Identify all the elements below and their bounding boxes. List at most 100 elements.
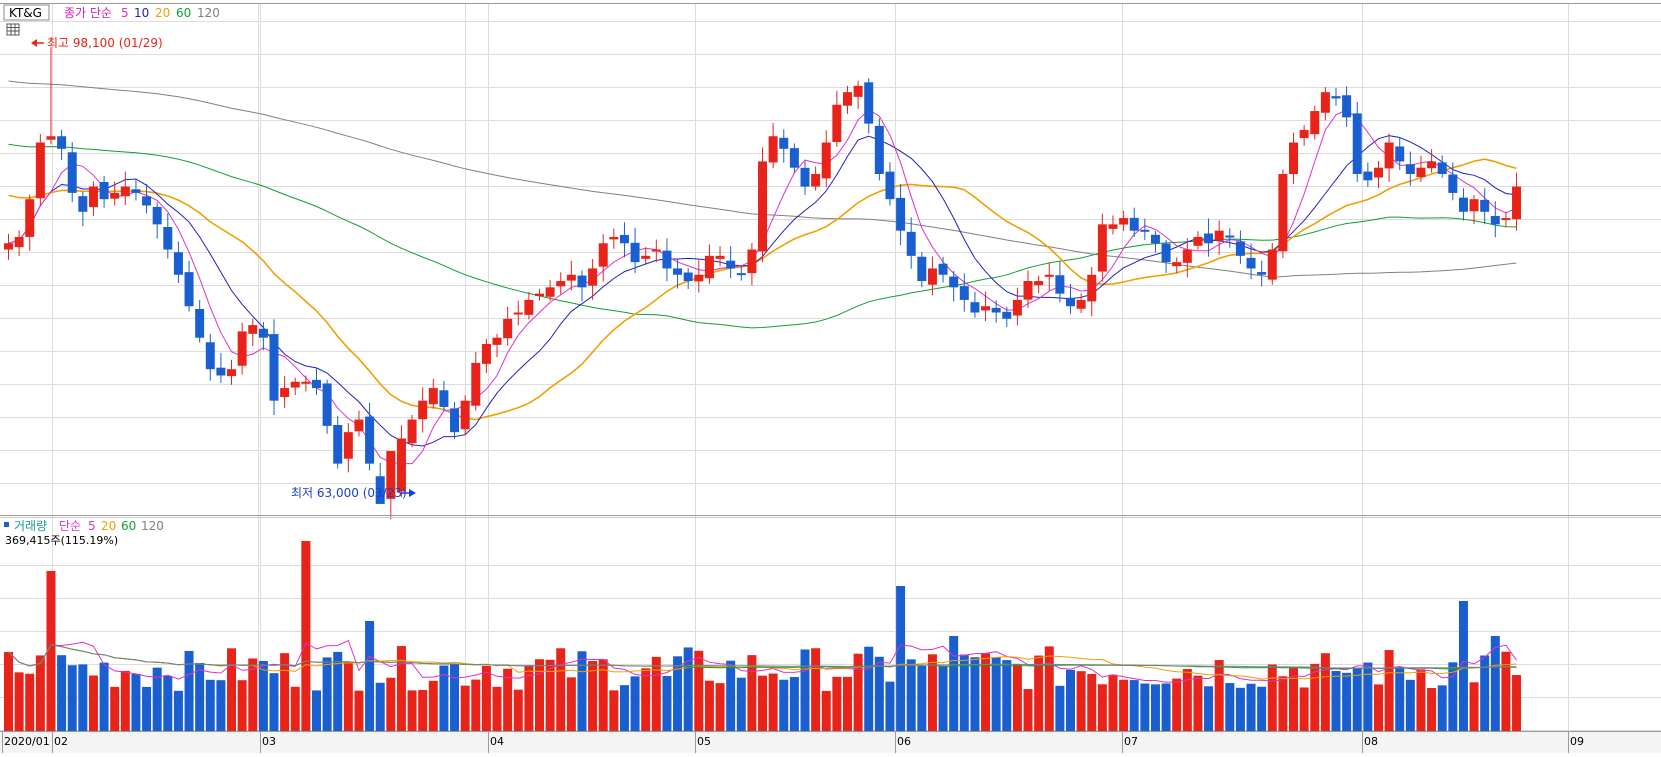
candle-body bbox=[354, 419, 364, 432]
candle-body bbox=[333, 424, 343, 464]
candle-body bbox=[864, 82, 874, 124]
volume-bar bbox=[598, 659, 608, 731]
candle-body bbox=[1108, 224, 1118, 229]
candle-body bbox=[1172, 262, 1182, 267]
candle-body bbox=[800, 167, 810, 187]
candle-body bbox=[598, 243, 608, 267]
volume-bar bbox=[1384, 650, 1394, 731]
candle-body bbox=[1289, 142, 1299, 175]
volume-bar bbox=[779, 679, 789, 731]
candle-body bbox=[407, 419, 417, 444]
candle-body bbox=[1150, 234, 1160, 244]
candle-body bbox=[131, 189, 141, 193]
volume-legend-ma120: 120 bbox=[141, 519, 164, 533]
volume-bar bbox=[450, 663, 460, 731]
candle-body bbox=[311, 379, 321, 389]
candle-body bbox=[492, 337, 502, 345]
volume-bar bbox=[67, 665, 77, 731]
volume-bar bbox=[811, 648, 821, 731]
volume-bar bbox=[78, 664, 88, 731]
volume-bar bbox=[662, 676, 672, 731]
candle-body bbox=[1373, 167, 1383, 178]
volume-bar bbox=[619, 685, 629, 731]
volume-bar bbox=[1267, 664, 1277, 731]
ticker-box[interactable] bbox=[3, 4, 50, 21]
candle-body bbox=[1076, 299, 1086, 309]
volume-legend-marker bbox=[4, 522, 9, 527]
candle-body bbox=[917, 256, 927, 282]
candle-body bbox=[874, 125, 884, 174]
volume-bar bbox=[343, 661, 353, 731]
candle-body bbox=[46, 136, 56, 140]
candle-body bbox=[1320, 92, 1330, 113]
candle-body bbox=[471, 362, 481, 406]
low-annotation: 최저 63,000 (03/23) bbox=[291, 486, 416, 500]
candle-body bbox=[25, 199, 35, 237]
volume-bar bbox=[1076, 671, 1086, 731]
candle-body bbox=[811, 174, 821, 187]
candle-body bbox=[726, 260, 736, 269]
candle-body bbox=[981, 306, 991, 311]
candle-body bbox=[1235, 241, 1245, 256]
volume-bar bbox=[311, 690, 321, 731]
volume-bar bbox=[1012, 664, 1022, 731]
table-icon[interactable] bbox=[6, 23, 20, 36]
volume-bar bbox=[885, 681, 895, 731]
x-tick-label: 03 bbox=[262, 735, 276, 748]
volume-bar bbox=[354, 690, 364, 731]
volume-bar bbox=[88, 675, 98, 731]
x-tick-label: 02 bbox=[54, 735, 68, 748]
candle-body bbox=[1469, 199, 1479, 212]
volume-bar bbox=[566, 677, 576, 731]
candle-body bbox=[460, 400, 470, 430]
price-legend-label: 종가 단순 bbox=[64, 6, 112, 20]
candle-body bbox=[1066, 297, 1075, 307]
candle-body bbox=[619, 234, 629, 244]
volume-current-value: 369,415주(115.19%) bbox=[5, 534, 118, 547]
volume-bar bbox=[14, 672, 24, 731]
volume-bar bbox=[460, 685, 470, 731]
volume-bar bbox=[641, 668, 651, 731]
candle-body bbox=[524, 299, 534, 315]
candles bbox=[4, 46, 1522, 520]
candle-body bbox=[651, 249, 661, 252]
candle-body bbox=[715, 255, 725, 259]
candle-body bbox=[1257, 272, 1267, 275]
legend-ma20: 20 bbox=[155, 6, 170, 20]
candle-body bbox=[673, 268, 683, 275]
candle-body bbox=[237, 331, 247, 366]
volume-bar bbox=[1257, 686, 1267, 731]
candle-body bbox=[1246, 257, 1256, 269]
volume-bar bbox=[396, 646, 406, 731]
volume-bar bbox=[1119, 679, 1129, 731]
candle-body bbox=[4, 243, 13, 250]
volume-ma-lines bbox=[8, 639, 1517, 683]
volume-bar bbox=[981, 653, 991, 731]
candle-body bbox=[1119, 218, 1129, 225]
candle-body bbox=[1437, 162, 1447, 174]
volume-bar bbox=[503, 668, 513, 731]
ma60-path bbox=[8, 143, 1517, 329]
volume-bar bbox=[365, 621, 375, 731]
candle-body bbox=[1416, 167, 1426, 178]
candle-body bbox=[970, 302, 980, 313]
candle-body bbox=[375, 476, 385, 504]
volume-bar bbox=[704, 680, 714, 731]
candle-body bbox=[609, 236, 619, 240]
volume-bar bbox=[1140, 683, 1150, 731]
candle-body bbox=[1034, 281, 1044, 286]
candle-body bbox=[227, 369, 237, 377]
candle-body bbox=[1129, 217, 1139, 231]
candle-body bbox=[906, 231, 916, 256]
volume-bar bbox=[949, 636, 959, 731]
high-label: 최고 98,100 (01/29) bbox=[47, 36, 163, 50]
candle-body bbox=[386, 451, 396, 499]
volume-bar bbox=[163, 676, 173, 731]
volume-bar bbox=[227, 648, 237, 731]
ticker-label: KT&G bbox=[9, 6, 42, 20]
x-tick-label: 09 bbox=[1570, 735, 1584, 748]
volume-bar bbox=[906, 659, 916, 731]
candle-body bbox=[120, 186, 130, 197]
volume-bar bbox=[1437, 685, 1447, 731]
